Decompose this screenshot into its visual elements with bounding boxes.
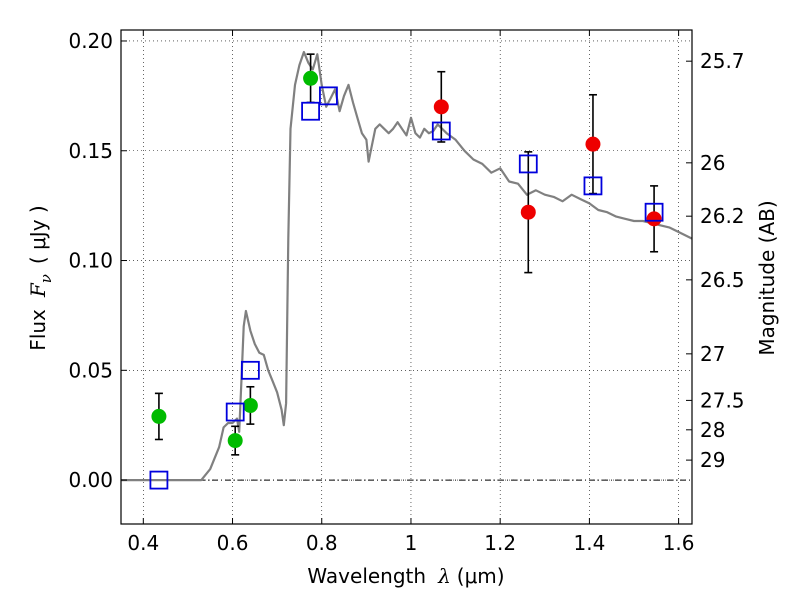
x-axis-title-text: Wavelength [307, 564, 426, 588]
model-photometry-square [301, 101, 320, 121]
y-tick-label: 0.10 [68, 249, 113, 273]
observed-point-red [433, 99, 449, 115]
y-axis-symbol: F [26, 282, 50, 298]
observed-point-red [520, 204, 536, 220]
x-axis-unit: (μm) [457, 564, 505, 588]
y-tick-label: 0.00 [68, 468, 113, 492]
model-photometry-square [240, 360, 260, 380]
plot-frame [120, 29, 693, 525]
observed-point-green [242, 397, 258, 413]
y-tick-label: 0.05 [68, 358, 113, 382]
x-tick-label: 0.4 [127, 531, 159, 555]
model-photometry-square [518, 154, 538, 174]
y-axis-title: Flux Fν ( μJy ) [26, 205, 55, 350]
model-photometry-square [644, 202, 664, 222]
observed-point-green [151, 408, 167, 424]
x-tick-label: 0.6 [217, 531, 249, 555]
grid [121, 30, 692, 524]
mag-tick-label: 27 [700, 342, 725, 366]
model-photometry-square [583, 176, 603, 196]
observed-point-green [227, 433, 243, 449]
x-tick-label: 1 [405, 531, 418, 555]
mag-tick-label: 27.5 [700, 388, 745, 412]
mag-tick-label: 28 [700, 418, 725, 442]
axis-ticks: 0.4 0.6 0.8 1 1.2 1.4 1.6 0.00 0.05 0.10 0.15 0.20 2… [68, 29, 744, 555]
model-photometry-square [149, 470, 169, 490]
mag-tick-label: 29 [700, 448, 725, 472]
observed-point-red [646, 211, 662, 227]
y-tick-label: 0.15 [68, 139, 113, 163]
model-photometry-square [225, 402, 245, 422]
x-tick-label: 1.2 [484, 531, 516, 555]
x-axis-symbol: λ [437, 564, 451, 588]
x-tick-label: 0.8 [306, 531, 338, 555]
mag-tick-label: 25.7 [700, 49, 745, 73]
y-axis-unit: ( μJy ) [26, 205, 50, 264]
model-spectrum-layer [121, 50, 693, 482]
x-tick-label: 1.4 [573, 531, 605, 555]
model-spectrum-line [121, 50, 693, 482]
y-tick-label: 0.20 [68, 29, 113, 53]
y-axis-subscript: ν [37, 274, 55, 283]
mag-tick-label: 26.2 [700, 204, 745, 228]
observed-point-green [303, 70, 319, 86]
x-axis-title: Wavelength λ (μm) [307, 564, 504, 588]
y-axis-title-text: Flux [26, 309, 50, 351]
mag-tick-label: 26.5 [700, 268, 745, 292]
mag-tick-label: 26 [700, 151, 725, 175]
model-photometry-square [431, 121, 451, 141]
x-tick-label: 1.6 [663, 531, 695, 555]
observed-point-red [585, 136, 601, 152]
data-markers [149, 70, 664, 490]
right-axis-title: Magnitude (AB) [755, 200, 779, 355]
model-photometry-square [319, 86, 338, 106]
error-bars [154, 53, 659, 456]
